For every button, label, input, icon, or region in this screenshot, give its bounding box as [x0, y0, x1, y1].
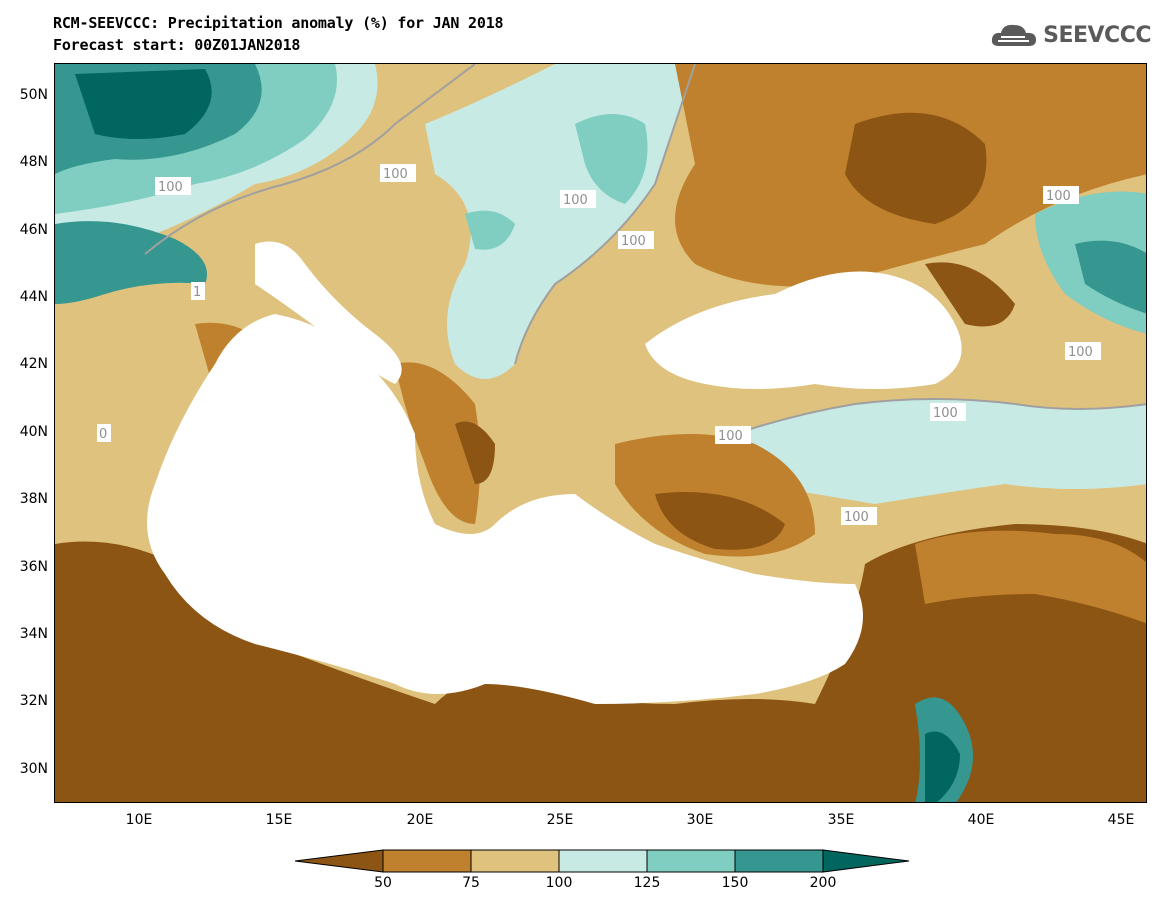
- mediterranean-sea: [147, 314, 863, 704]
- lon-label-45e: 45E: [1107, 812, 1135, 828]
- lon-label-40e: 40E: [967, 812, 995, 828]
- colorbar-label-125: 125: [633, 875, 661, 891]
- lon-label-35e: 35E: [827, 812, 855, 828]
- wet-region-ligurian: [55, 221, 207, 304]
- contour-label: 100: [1046, 189, 1071, 204]
- colorbar-50-75: [382, 849, 472, 873]
- wet-region-alps-peak: [75, 69, 212, 139]
- very-dry-anatolia: [655, 492, 785, 550]
- map-svg: 100 100 100 100 1 0 100 100 100 100 100: [55, 64, 1146, 802]
- seevccc-logo: SEEVCCC: [989, 20, 1151, 50]
- logo-text: SEEVCCC: [1043, 22, 1151, 48]
- contour-100-central: [514, 64, 696, 365]
- dry-region-greece: [395, 362, 480, 524]
- lat-label-46n: 46N: [19, 222, 48, 238]
- contour-100-anatolia: [734, 398, 1146, 435]
- contour-label: 100: [563, 193, 588, 208]
- very-dry-ukraine: [845, 112, 987, 224]
- colorbar-150-200: [734, 849, 824, 873]
- lat-label-50n: 50N: [19, 87, 48, 103]
- map-title: RCM-SEEVCCC: Precipitation anomaly (%) f…: [53, 14, 504, 32]
- colorbar-100-125: [558, 849, 648, 873]
- colorbar-label-75: 75: [462, 875, 480, 891]
- very-dry-greece: [455, 421, 495, 484]
- very-dry-caspian: [925, 262, 1015, 327]
- anomaly-map: 100 100 100 100 1 0 100 100 100 100 100: [54, 63, 1147, 803]
- lat-label-34n: 34N: [19, 626, 48, 642]
- lon-label-10e: 10E: [125, 812, 153, 828]
- wet-region-caucasus-high: [1075, 240, 1146, 314]
- lat-label-44n: 44N: [19, 289, 48, 305]
- colorbar-label-200: 200: [809, 875, 837, 891]
- colorbar-lt50: [295, 849, 384, 873]
- wet-spot-saudi-peak: [925, 731, 960, 802]
- lon-label-15e: 15E: [265, 812, 293, 828]
- lat-label-42n: 42N: [19, 356, 48, 372]
- black-sea: [645, 271, 962, 389]
- contour-label: 100: [383, 167, 408, 182]
- adriatic-sea: [255, 241, 402, 384]
- contour-label: 1: [193, 285, 201, 300]
- very-dry-north-africa: [55, 524, 1146, 802]
- lat-label-32n: 32N: [19, 693, 48, 709]
- colorbar-label-150: 150: [721, 875, 749, 891]
- wet-region-carpathian: [575, 114, 648, 204]
- contour-label: 100: [158, 180, 183, 195]
- contour-label: 100: [718, 429, 743, 444]
- wet-spot-pannonian: [465, 210, 515, 250]
- lat-label-38n: 38N: [19, 491, 48, 507]
- colorbar-125-150: [646, 849, 736, 873]
- lat-label-48n: 48N: [19, 154, 48, 170]
- wet-band-anatolia: [735, 399, 1146, 504]
- cloud-icon: [992, 24, 1037, 46]
- colorbar: [295, 849, 910, 873]
- lon-label-25e: 25E: [546, 812, 574, 828]
- contour-label: 100: [621, 234, 646, 249]
- lon-label-30e: 30E: [686, 812, 714, 828]
- colorbar-label-100: 100: [545, 875, 573, 891]
- contour-label: 0: [99, 427, 107, 442]
- lat-label-40n: 40N: [19, 424, 48, 440]
- dry-band-levant: [915, 530, 1146, 624]
- forecast-start: Forecast start: 00Z01JAN2018: [53, 36, 301, 54]
- contour-label: 100: [1068, 345, 1093, 360]
- colorbar-label-50: 50: [374, 875, 392, 891]
- lat-label-36n: 36N: [19, 559, 48, 575]
- contour-label: 100: [844, 510, 869, 525]
- colorbar-gt200: [822, 849, 910, 873]
- contour-label: 100: [933, 406, 958, 421]
- colorbar-75-100: [470, 849, 560, 873]
- contour-100-north: [144, 64, 476, 255]
- lon-label-20e: 20E: [406, 812, 434, 828]
- lat-label-30n: 30N: [19, 761, 48, 777]
